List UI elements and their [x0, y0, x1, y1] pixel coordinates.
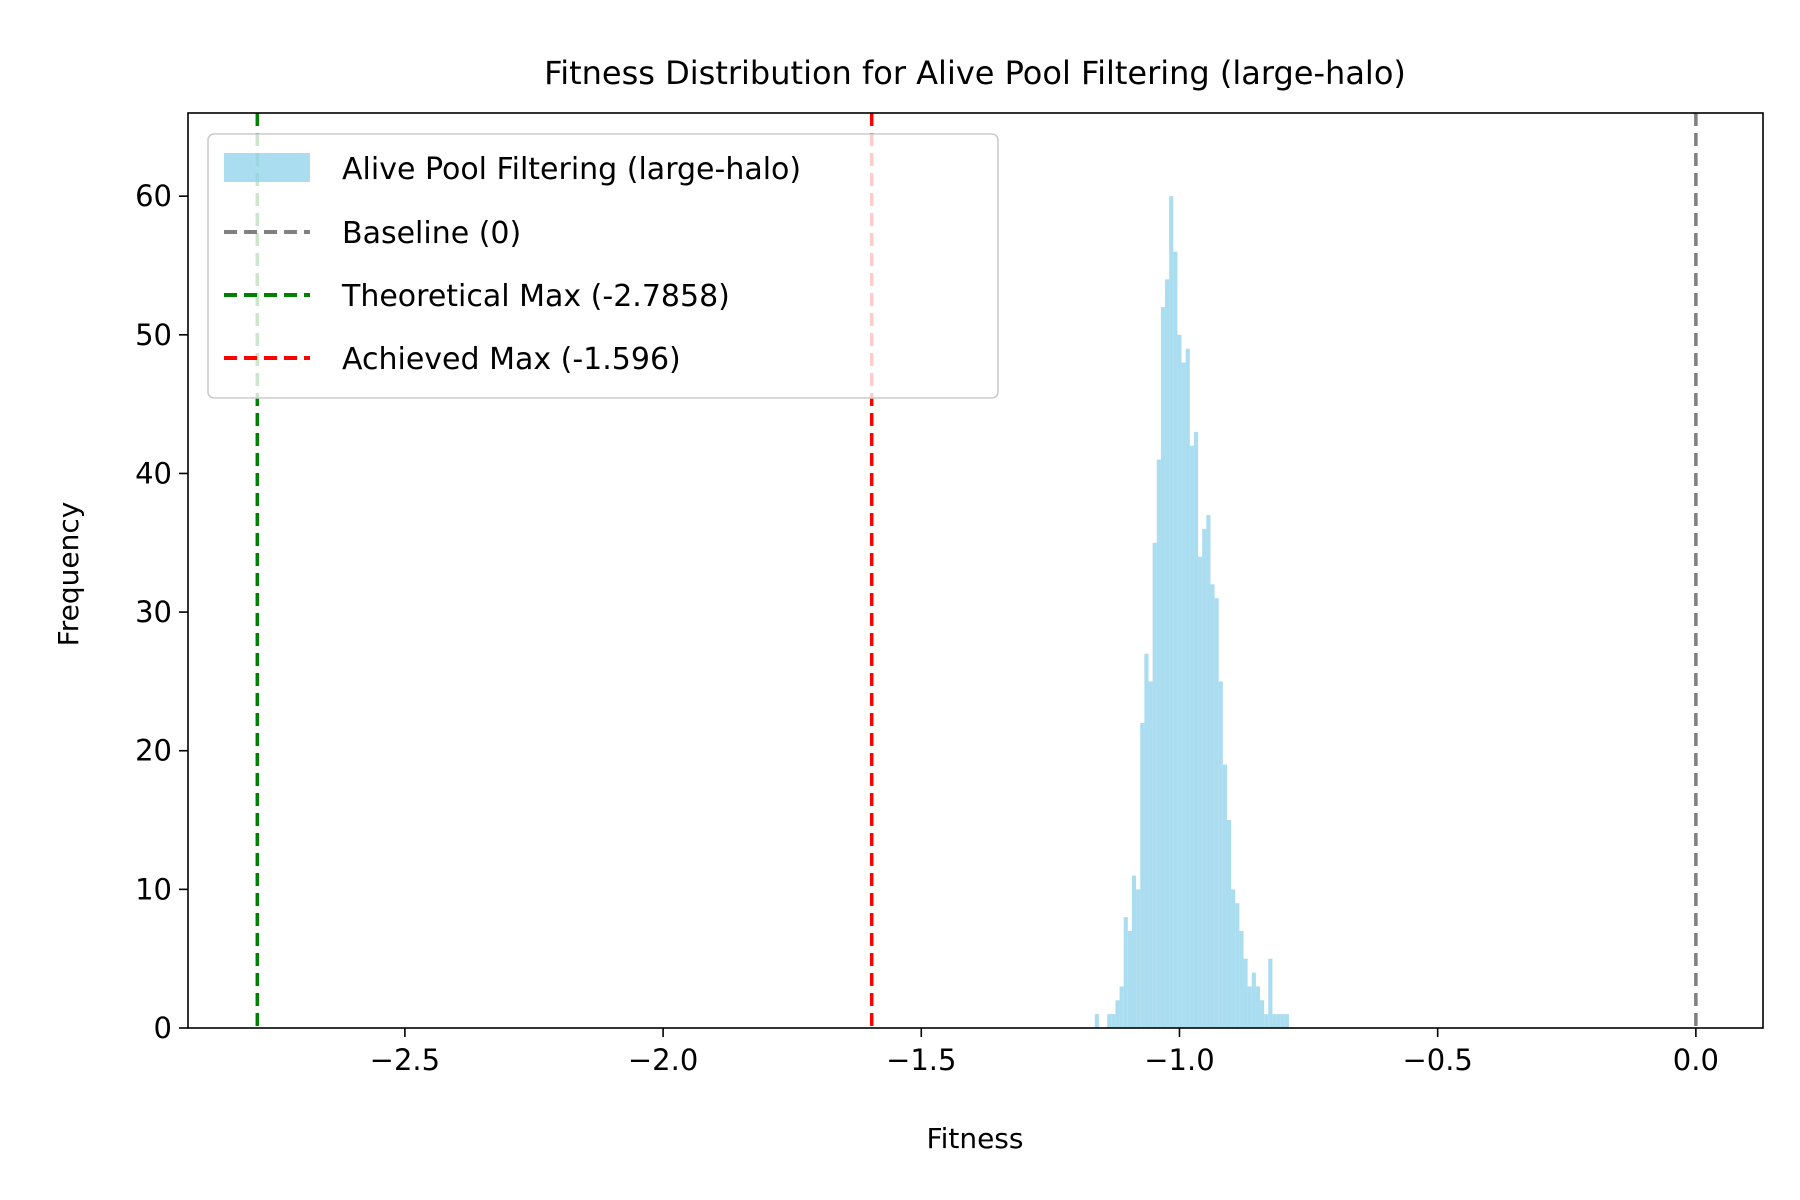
- histogram-bar: [1235, 903, 1240, 1028]
- y-tick-label: 60: [135, 179, 172, 213]
- x-tick-label: −2.0: [628, 1043, 698, 1077]
- histogram-bar: [1284, 1014, 1289, 1028]
- histogram-bar: [1202, 528, 1207, 1028]
- histogram-bar: [1231, 889, 1236, 1028]
- histogram-bar: [1247, 986, 1252, 1028]
- y-tick-label: 40: [135, 456, 172, 490]
- histogram-bar: [1107, 1014, 1112, 1028]
- histogram-bar: [1226, 820, 1232, 1028]
- y-tick-label: 10: [135, 872, 172, 906]
- histogram-bar: [1119, 986, 1124, 1028]
- histogram-bar: [1280, 1014, 1285, 1028]
- histogram-bar: [1272, 1014, 1277, 1028]
- histogram-bar: [1152, 542, 1157, 1028]
- histogram-bar: [1140, 723, 1145, 1028]
- x-tick-label: −1.0: [1144, 1043, 1214, 1077]
- legend: Alive Pool Filtering (large-halo) Baseli…: [207, 133, 999, 399]
- histogram-bar: [1222, 764, 1227, 1028]
- histogram-bar: [1169, 196, 1174, 1028]
- histogram-bar: [1148, 681, 1153, 1028]
- x-axis: −2.5 −2.0 −1.5 −1.0 −0.5 0.0: [370, 1028, 1719, 1077]
- y-tick-label: 0: [154, 1011, 172, 1045]
- legend-label-histogram: Alive Pool Filtering (large-halo): [342, 152, 801, 187]
- histogram-bars: [1094, 196, 1289, 1029]
- histogram-bar: [1198, 556, 1203, 1028]
- y-tick-label: 50: [135, 318, 172, 352]
- y-tick-label: 20: [135, 734, 172, 768]
- histogram-bar: [1193, 431, 1199, 1028]
- histogram-bar: [1144, 653, 1149, 1028]
- x-tick-label: −2.5: [370, 1043, 440, 1077]
- legend-label-theoretical-max: Theoretical Max (-2.7858): [341, 279, 730, 314]
- histogram-bar: [1276, 1014, 1281, 1028]
- histogram-bar: [1239, 930, 1244, 1028]
- histogram-bar: [1243, 958, 1248, 1028]
- histogram-bar: [1136, 889, 1141, 1028]
- histogram-bar: [1214, 598, 1219, 1028]
- histogram-bar: [1218, 681, 1223, 1028]
- histogram-bar: [1264, 1014, 1269, 1028]
- histogram-bar: [1181, 362, 1186, 1029]
- legend-label-baseline: Baseline (0): [342, 216, 521, 251]
- x-axis-label: Fitness: [927, 1122, 1024, 1155]
- x-tick-label: −0.5: [1402, 1043, 1472, 1077]
- histogram-bar: [1127, 930, 1132, 1028]
- legend-box: [207, 133, 999, 399]
- histogram-bar: [1160, 307, 1166, 1028]
- histogram-bar: [1189, 445, 1194, 1028]
- y-axis: 0 10 20 30 40 50 60: [135, 179, 188, 1045]
- x-tick-label: 0.0: [1673, 1043, 1719, 1077]
- x-tick-label: −1.5: [886, 1043, 956, 1077]
- histogram-bar: [1177, 334, 1182, 1028]
- histogram-bar: [1156, 459, 1161, 1028]
- legend-label-achieved-max: Achieved Max (-1.596): [342, 342, 681, 377]
- histogram-bar: [1111, 1014, 1116, 1028]
- histogram-bar: [1210, 584, 1215, 1028]
- histogram-bar: [1115, 1000, 1120, 1028]
- histogram-bar: [1268, 958, 1273, 1028]
- y-axis-label: Frequency: [52, 502, 85, 647]
- histogram-bar: [1206, 515, 1211, 1028]
- histogram-bar: [1094, 1014, 1099, 1028]
- histogram-bar: [1185, 348, 1190, 1028]
- histogram-bar: [1260, 1000, 1265, 1028]
- y-tick-label: 30: [135, 595, 172, 629]
- histogram-bar: [1251, 972, 1256, 1028]
- histogram-bar: [1165, 279, 1170, 1028]
- histogram-bar: [1123, 917, 1128, 1028]
- histogram-bar: [1173, 251, 1178, 1029]
- histogram-bar: [1131, 875, 1137, 1028]
- legend-swatch-histogram: [224, 153, 310, 182]
- chart-title: Fitness Distribution for Alive Pool Filt…: [544, 54, 1406, 92]
- histogram-bar: [1255, 986, 1261, 1028]
- plot-frame: [187, 112, 1764, 1029]
